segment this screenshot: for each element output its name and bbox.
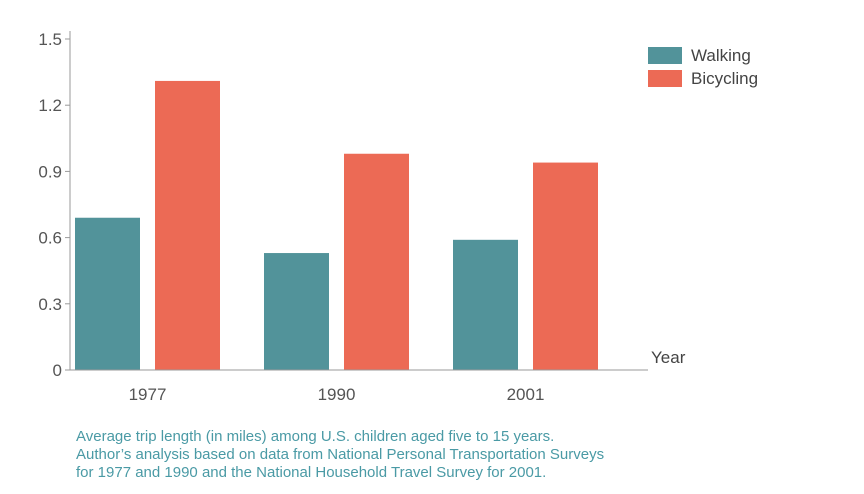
caption-line: for 1977 and 1990 and the National House… bbox=[76, 464, 547, 481]
x-axis-title: Year bbox=[651, 348, 686, 367]
legend-label-bicycling: Bicycling bbox=[691, 69, 758, 88]
bar-walking-1990 bbox=[264, 253, 329, 370]
chart-caption: Average trip length (in miles) among U.S… bbox=[76, 428, 716, 482]
y-tick-label: 0.3 bbox=[38, 295, 62, 314]
legend-swatch-bicycling bbox=[648, 70, 682, 87]
bar-walking-1977 bbox=[75, 217, 140, 370]
x-tick-label: 2001 bbox=[507, 385, 545, 404]
y-tick-label: 0 bbox=[53, 361, 62, 380]
y-tick-label: 1.2 bbox=[38, 96, 62, 115]
y-tick-label: 1.5 bbox=[38, 30, 62, 49]
bar-bicycling-1990 bbox=[344, 153, 409, 370]
y-axis: 0 0.3 0.6 0.9 1.2 1.5 bbox=[38, 30, 71, 380]
legend-swatch-walking bbox=[648, 47, 682, 64]
bar-walking-2001 bbox=[453, 239, 518, 370]
bar-chart: Walking Bicycling 0 0.3 0.6 0.9 1.2 1.5 Year 19… bbox=[38, 30, 758, 404]
caption-line: Average trip length (in miles) among U.S… bbox=[76, 428, 555, 445]
x-tick-label: 1977 bbox=[129, 385, 167, 404]
bar-bicycling-1977 bbox=[155, 80, 220, 370]
x-tick-label: 1990 bbox=[318, 385, 356, 404]
bars bbox=[75, 80, 598, 370]
x-axis: Year 1977 1990 2001 bbox=[70, 348, 686, 404]
y-tick-label: 0.9 bbox=[38, 162, 62, 181]
legend-label-walking: Walking bbox=[691, 46, 751, 65]
caption-line: Author’s analysis based on data from Nat… bbox=[76, 446, 605, 463]
y-tick-label: 0.6 bbox=[38, 229, 62, 248]
legend: Walking Bicycling bbox=[648, 46, 758, 88]
bar-bicycling-2001 bbox=[533, 162, 598, 370]
